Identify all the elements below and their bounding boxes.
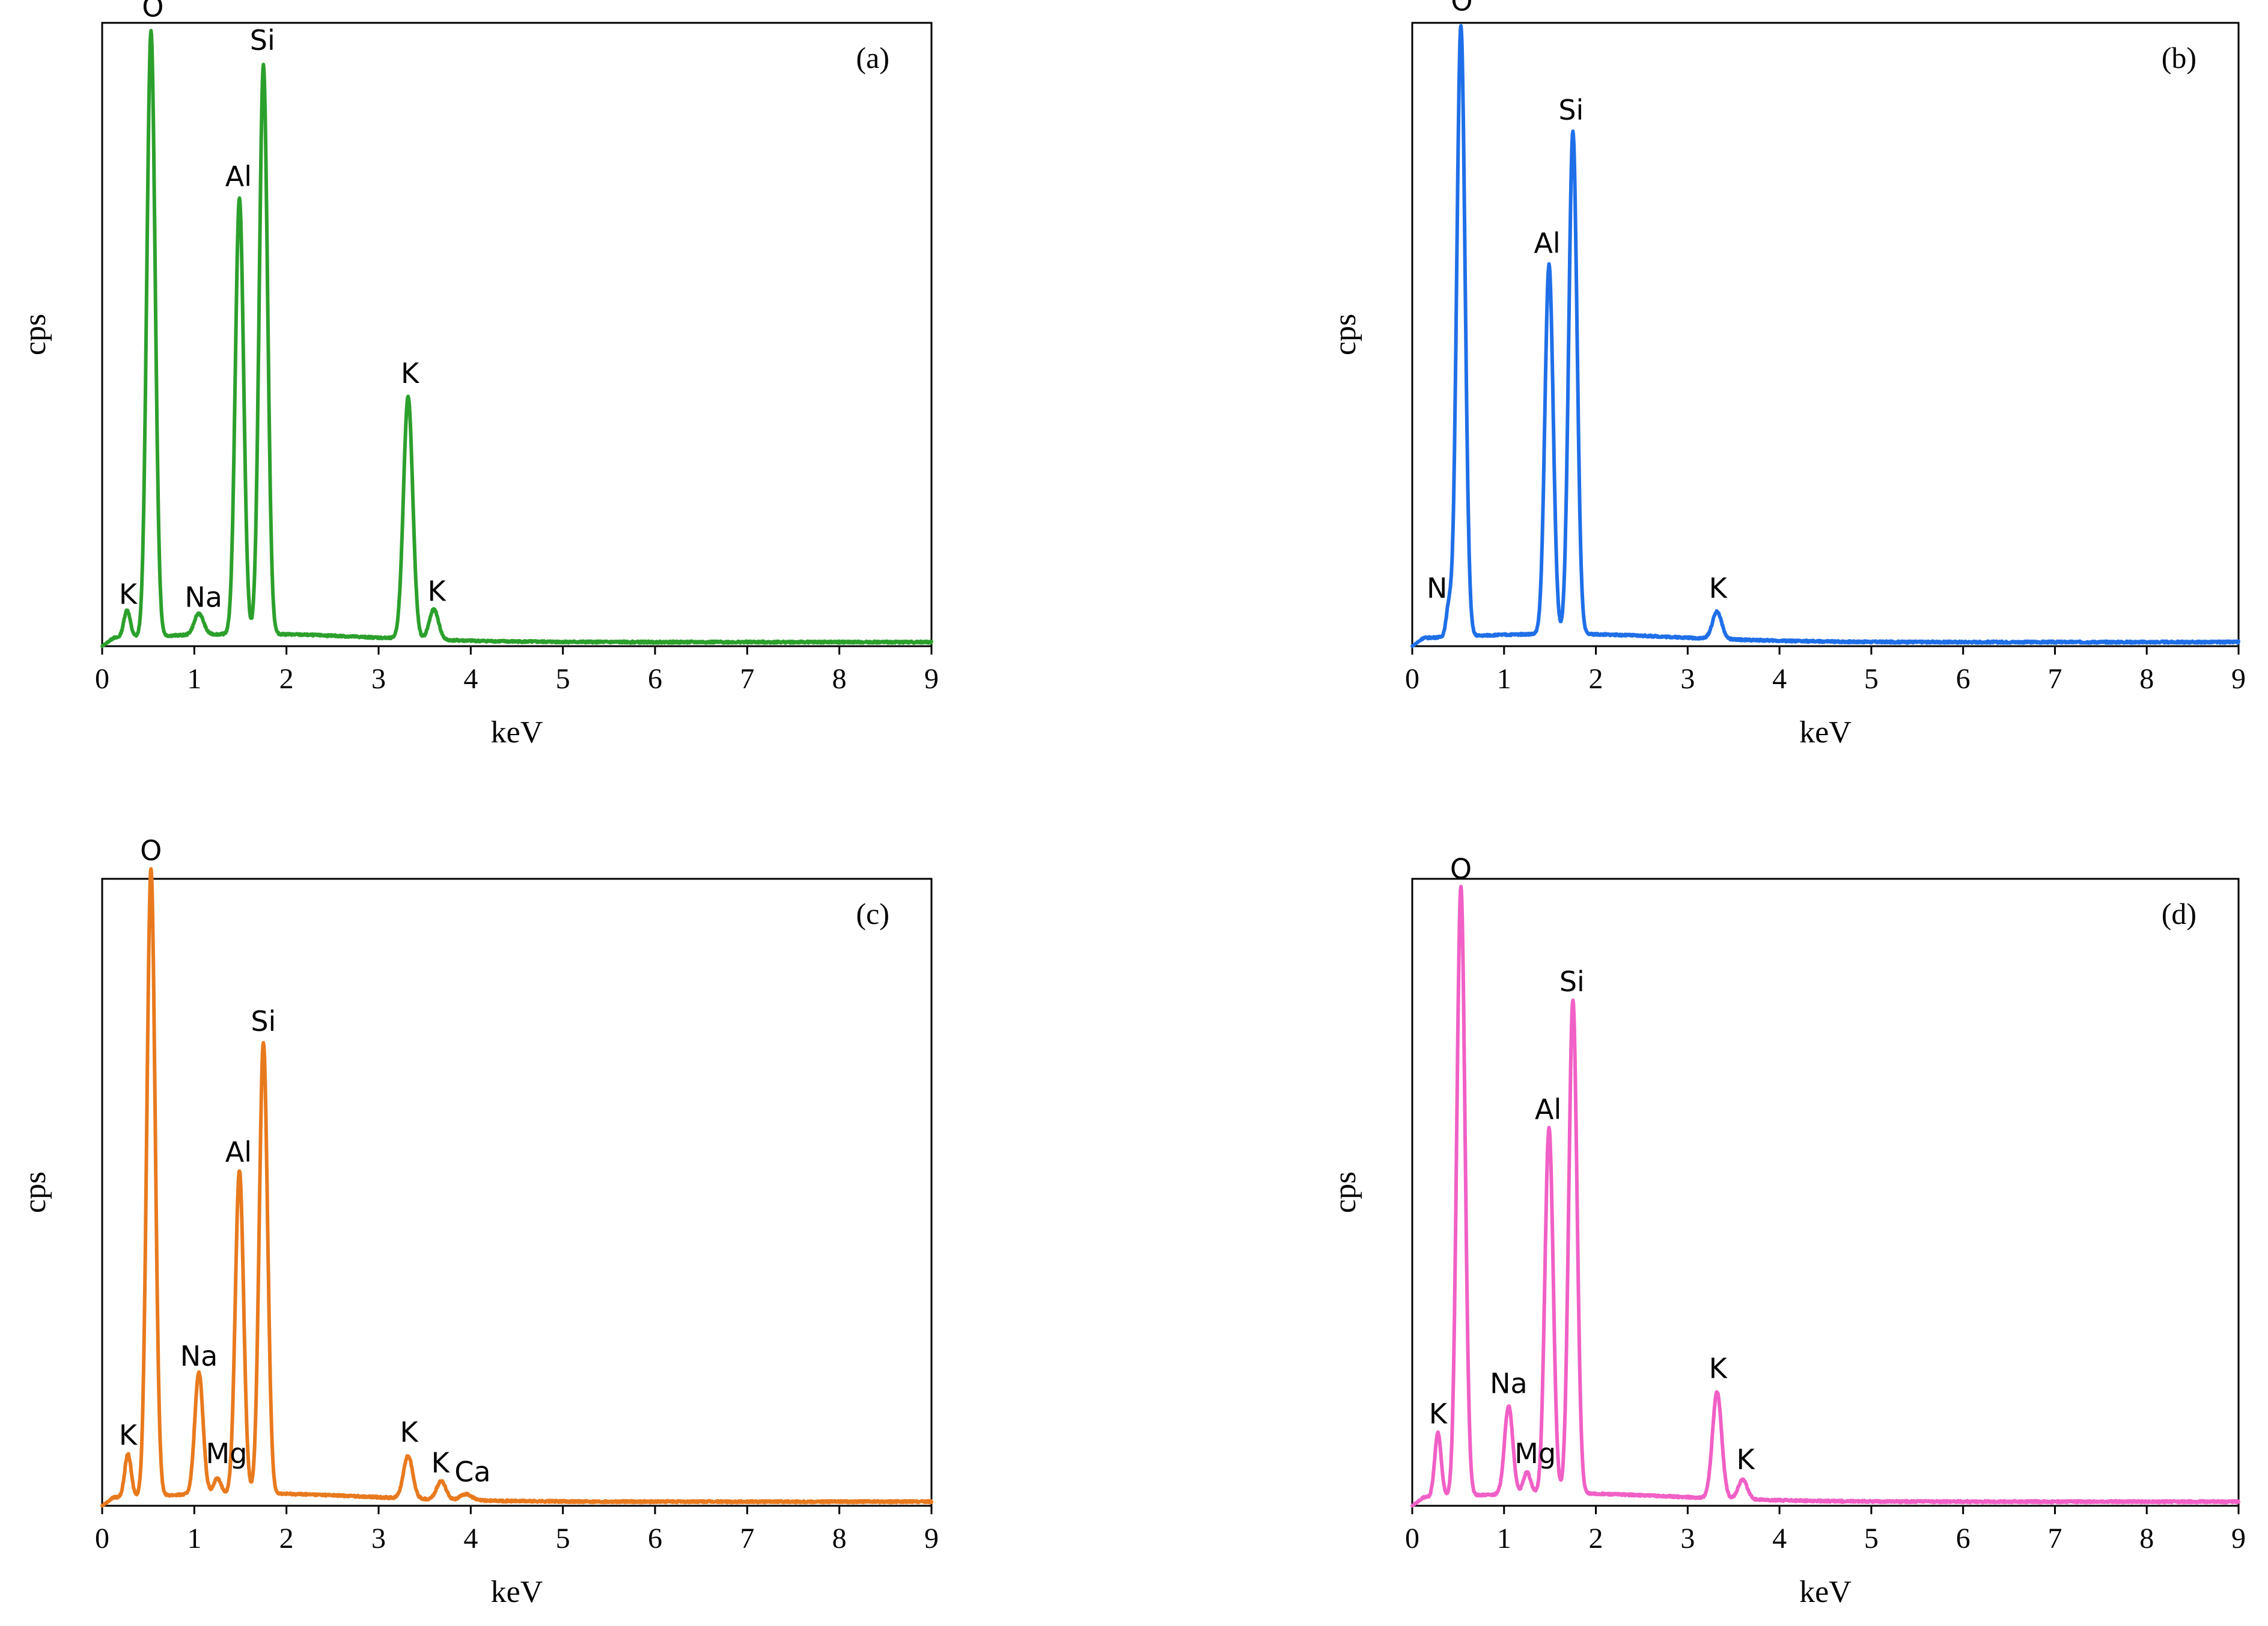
x-tick-label: 5 xyxy=(1864,1523,1879,1554)
x-tick-label: 6 xyxy=(648,1523,662,1554)
peak-label-o: O xyxy=(1451,0,1472,17)
y-axis-label: cps xyxy=(18,314,52,355)
x-tick-label: 3 xyxy=(371,1523,386,1554)
peak-label-mg: Mg xyxy=(206,1437,248,1470)
spectrum-line xyxy=(1410,23,2240,648)
y-axis-label: cps xyxy=(1328,1172,1362,1213)
x-tick-label: 5 xyxy=(556,663,570,695)
x-tick-label: 9 xyxy=(924,663,939,695)
x-tick-label: 0 xyxy=(1405,663,1419,695)
peak-label-na: Na xyxy=(1490,1368,1528,1400)
x-tick-label: 7 xyxy=(2047,663,2062,695)
peak-label-al: Al xyxy=(1534,227,1560,259)
peak-label-na: Na xyxy=(180,1340,218,1372)
x-tick-label: 1 xyxy=(1497,663,1511,695)
x-tick-label: 0 xyxy=(95,663,109,695)
peak-label-o: O xyxy=(140,834,162,867)
plot-frame xyxy=(1411,878,2240,1507)
plot-frame xyxy=(101,878,933,1507)
x-tick-label: 6 xyxy=(1956,663,1971,695)
panel-label: (d) xyxy=(2162,897,2196,931)
x-axis-label: keV xyxy=(1799,1575,1852,1609)
spectrum-line xyxy=(1410,884,2240,1508)
panel-label: (b) xyxy=(2162,41,2196,75)
x-tick-label: 2 xyxy=(1589,1523,1603,1554)
plot-frame xyxy=(101,22,933,647)
x-tick-label: 9 xyxy=(2231,663,2246,695)
x-tick-label: 8 xyxy=(2139,1523,2154,1554)
x-tick-label: 6 xyxy=(1956,1523,1971,1554)
peak-label-k: K xyxy=(1709,572,1728,604)
spectrum-panel-d: 0 1 2 3 4 5 6 7 8 9 keV cps (d) K O Na Mg Al Si K K xyxy=(1328,853,2246,1609)
spectrum-panel-b: 0 1 2 3 4 5 6 7 8 9 keV cps (b) N O Al Si K xyxy=(1328,0,2246,750)
spectrum-panel-a: 0 1 2 3 4 5 6 7 8 9 keV cps (a) K Na O Al Si K K xyxy=(18,0,939,750)
peak-label-si: Si xyxy=(251,1005,276,1038)
x-tick-label: 5 xyxy=(1864,663,1879,695)
peak-label-k: K xyxy=(1429,1398,1448,1430)
x-tick-label: 0 xyxy=(1405,1523,1419,1554)
x-tick-label: 1 xyxy=(187,663,201,695)
x-tick-label: 3 xyxy=(371,663,386,695)
peak-label-k: K xyxy=(119,578,138,611)
peak-label-al: Al xyxy=(225,1136,252,1169)
peak-label-ca: Ca xyxy=(454,1455,490,1488)
peak-label-k: K xyxy=(401,357,420,390)
y-axis-label: cps xyxy=(18,1172,52,1213)
x-axis-label: keV xyxy=(491,1575,543,1609)
x-tick-label: 6 xyxy=(648,663,662,695)
x-tick-label: 9 xyxy=(924,1523,939,1554)
peak-label-si: Si xyxy=(1558,94,1584,126)
x-tick-label: 2 xyxy=(1589,663,1603,695)
peak-label-k: K xyxy=(431,1446,451,1479)
x-tick-label: 8 xyxy=(832,1523,847,1554)
panel-label: (c) xyxy=(856,897,890,931)
peak-label-k: K xyxy=(119,1419,138,1452)
x-tick-label: 4 xyxy=(463,1523,478,1554)
peak-label-si: Si xyxy=(250,24,275,57)
x-tick-label: 2 xyxy=(279,663,294,695)
x-axis-label: keV xyxy=(1799,715,1852,750)
x-tick-label: 9 xyxy=(2231,1523,2246,1554)
x-tick-label: 0 xyxy=(95,1523,109,1554)
x-tick-label: 4 xyxy=(463,663,478,695)
peak-label-al: Al xyxy=(225,160,252,193)
spectrum-line xyxy=(100,867,933,1508)
peak-label-k: K xyxy=(1709,1352,1728,1384)
spectrum-line xyxy=(100,29,933,648)
x-tick-label: 4 xyxy=(1772,663,1787,695)
peak-label-o: O xyxy=(142,0,163,23)
x-tick-label: 3 xyxy=(1680,1523,1695,1554)
peak-label-n: N xyxy=(1427,572,1447,604)
x-tick-label: 1 xyxy=(1497,1523,1511,1554)
peak-label-k: K xyxy=(1736,1443,1755,1476)
panel-label: (a) xyxy=(856,41,890,75)
peak-label-o: O xyxy=(1450,853,1472,885)
x-tick-label: 8 xyxy=(832,663,847,695)
x-axis-label: keV xyxy=(491,715,543,750)
x-tick-label: 7 xyxy=(2047,1523,2062,1554)
x-tick-label: 4 xyxy=(1772,1523,1787,1554)
x-tick-label: 2 xyxy=(279,1523,294,1554)
peak-label-al: Al xyxy=(1535,1093,1561,1126)
x-tick-label: 5 xyxy=(556,1523,570,1554)
x-tick-label: 1 xyxy=(187,1523,201,1554)
peak-label-si: Si xyxy=(1559,965,1585,998)
x-tick-label: 8 xyxy=(2139,663,2154,695)
x-tick-label: 7 xyxy=(740,1523,754,1554)
peak-label-k: K xyxy=(428,575,447,607)
plot-frame xyxy=(1411,22,2240,647)
x-tick-label: 7 xyxy=(740,663,754,695)
x-tick-label: 3 xyxy=(1680,663,1695,695)
peak-label-na: Na xyxy=(184,581,222,614)
peak-label-k: K xyxy=(400,1416,419,1449)
y-axis-label: cps xyxy=(1328,314,1362,355)
peak-label-mg: Mg xyxy=(1514,1437,1556,1470)
